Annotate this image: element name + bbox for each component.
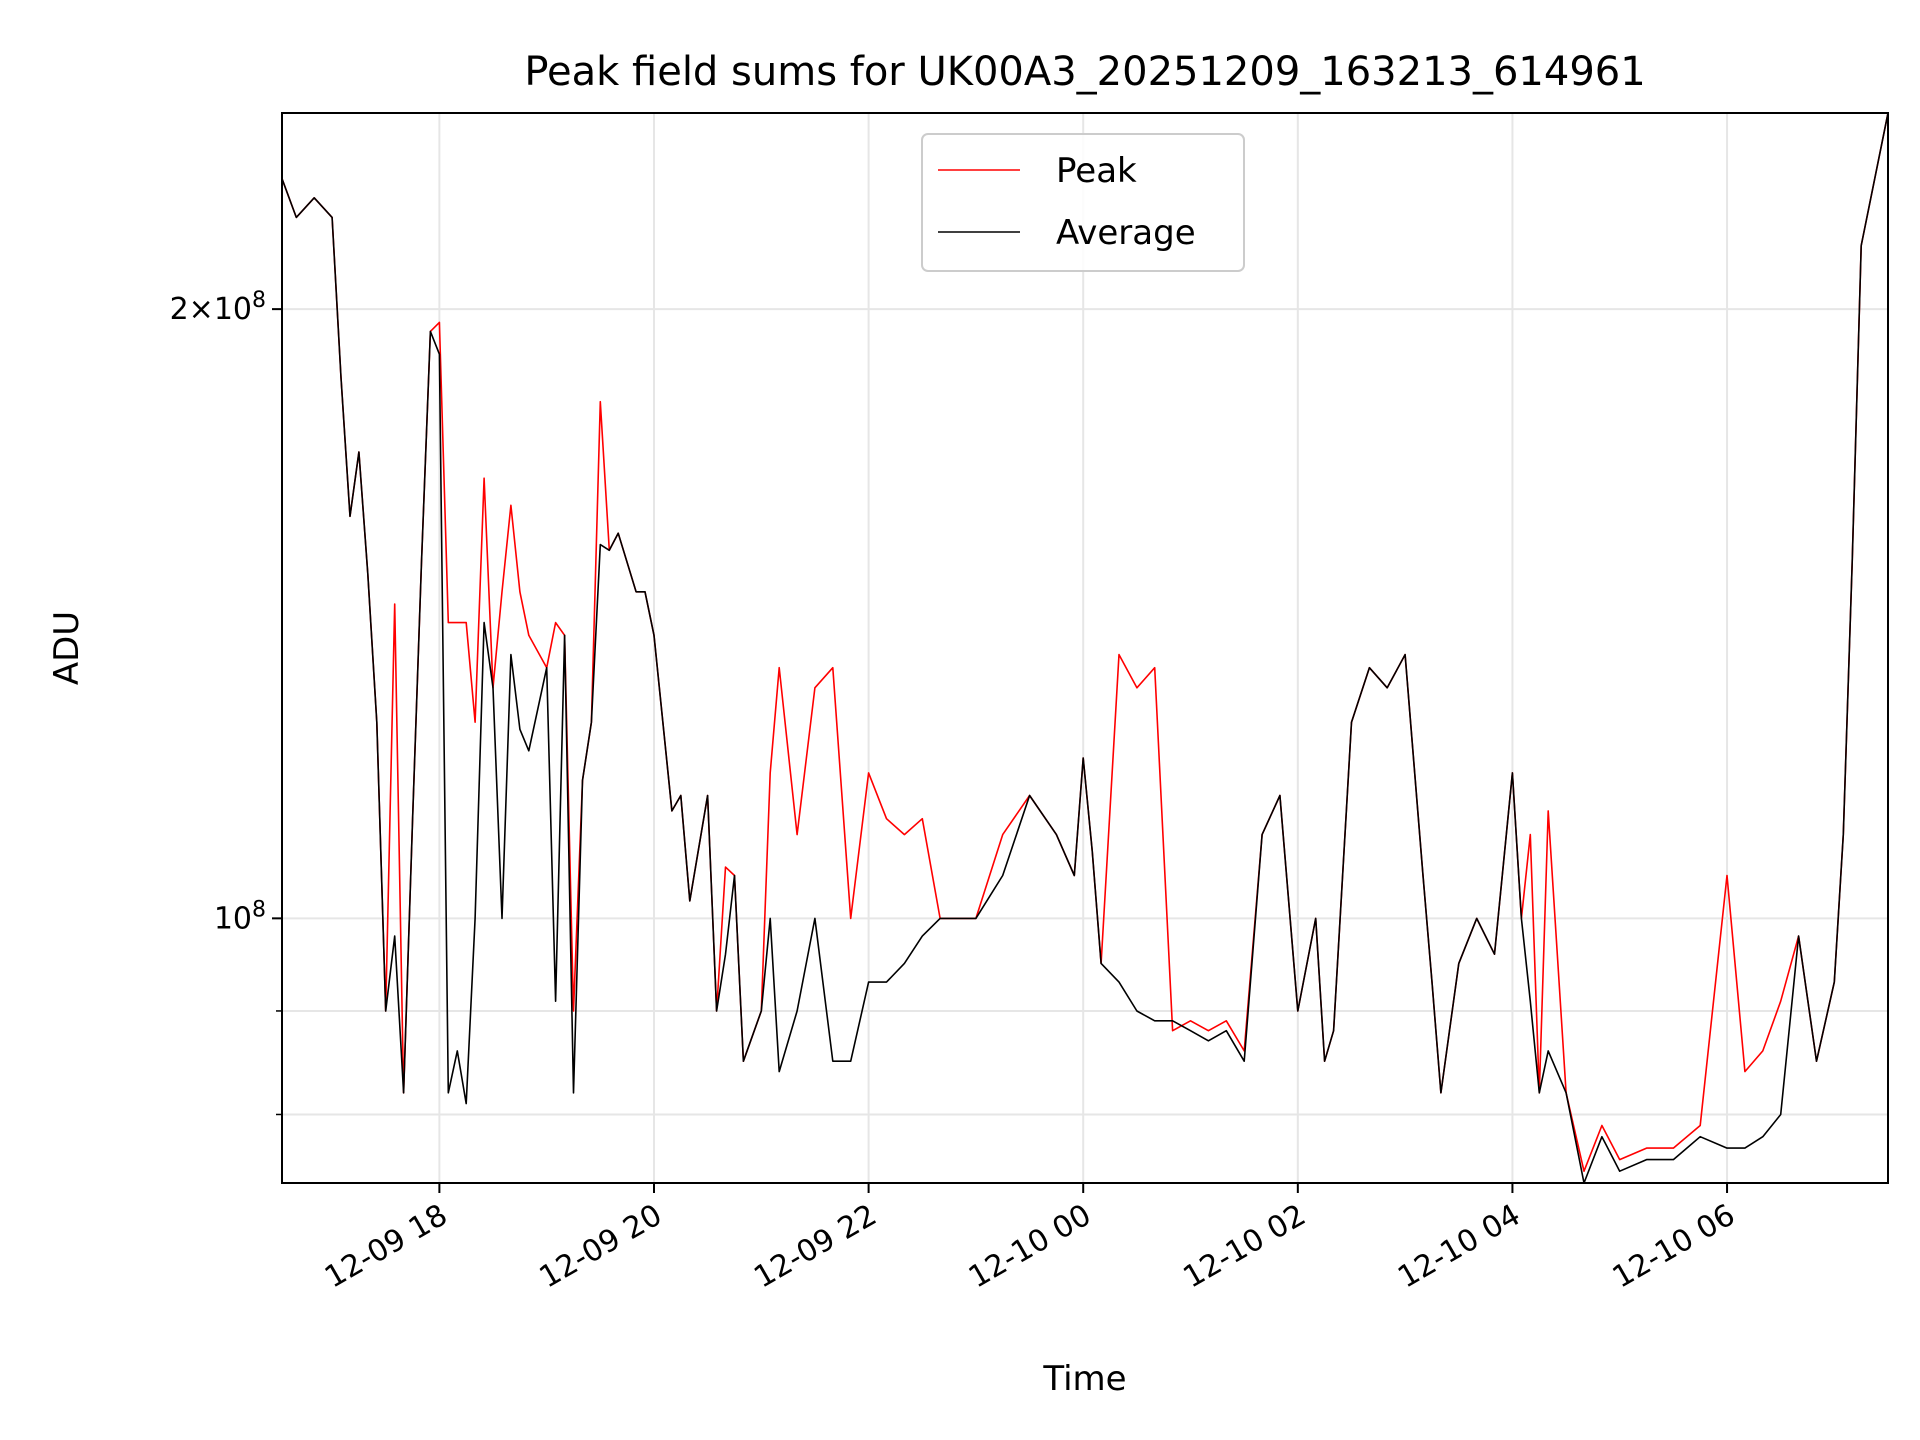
y-axis: 2×108 108 (170, 288, 282, 1116)
y-axis-title: ADU (47, 611, 87, 685)
plot-frame (281, 112, 1889, 1184)
chart-title: Peak field sums for UK00A3_20251209_1632… (524, 49, 1645, 95)
legend-label-peak: Peak (1056, 151, 1137, 191)
plot-area (282, 113, 1888, 1183)
series-line-peak (282, 113, 1888, 1172)
legend-box (921, 133, 1245, 272)
legend: Peak Average (921, 133, 1245, 272)
series-line-average (282, 113, 1888, 1183)
y-tick-label: 2×108 (170, 288, 266, 327)
x-axis-title: Time (1042, 1359, 1126, 1399)
legend-label-average: Average (1056, 213, 1196, 253)
y-tick-label: 108 (214, 897, 266, 936)
grid (282, 113, 1888, 1183)
